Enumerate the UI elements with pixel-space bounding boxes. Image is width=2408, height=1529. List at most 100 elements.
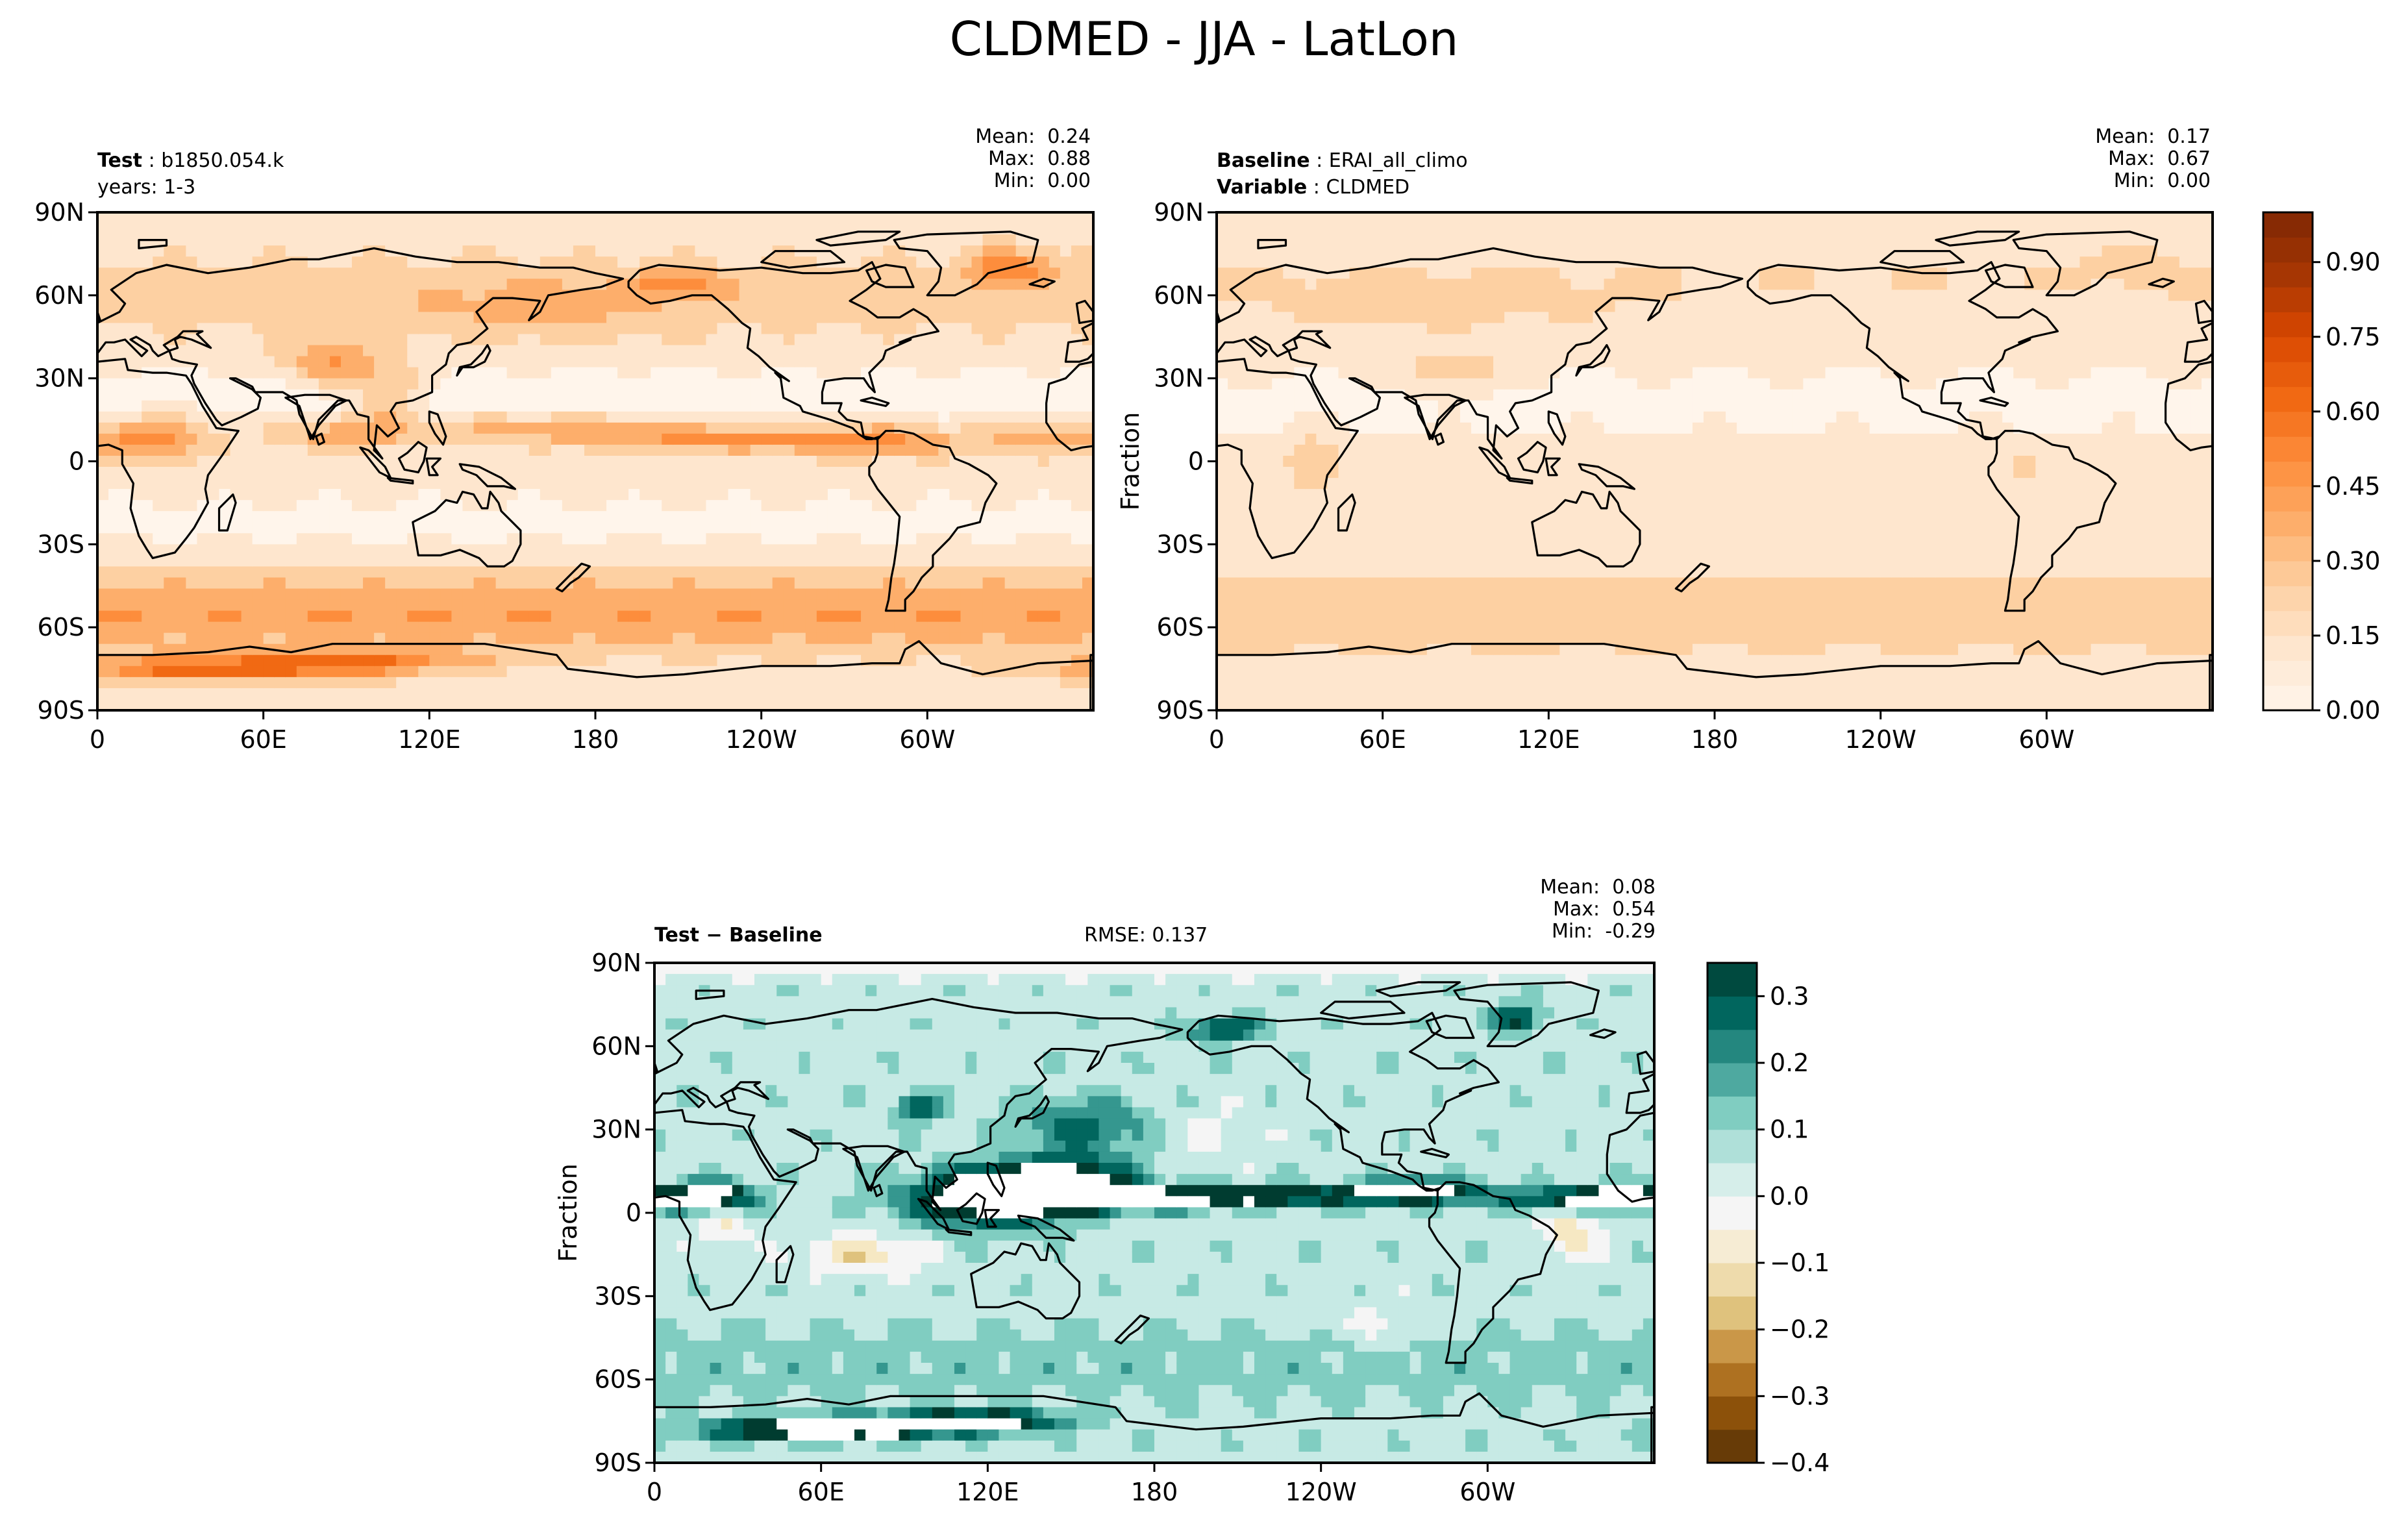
field-cell <box>783 422 795 434</box>
field-cell <box>982 699 995 710</box>
field-cell <box>473 234 486 246</box>
field-cell <box>551 688 563 700</box>
field-cell <box>750 577 762 590</box>
field-cell <box>429 588 441 601</box>
field-cell <box>1228 389 1239 401</box>
field-cell <box>838 267 850 279</box>
field-cell <box>263 699 275 710</box>
field-cell <box>695 334 707 346</box>
field-cell <box>1004 433 1017 445</box>
field-cell <box>385 699 397 710</box>
field-cell <box>838 433 850 445</box>
field-cell <box>1360 599 1372 612</box>
field-cell <box>385 301 397 312</box>
test-max-value: 0.88 <box>1047 147 1091 170</box>
field-cell <box>695 212 707 224</box>
field-cell <box>340 478 353 490</box>
baseline-variable: Variable : CLDMED <box>1217 177 1409 199</box>
y-tick-label: 30S <box>38 530 84 558</box>
field-cell <box>1327 632 1339 645</box>
field-cell <box>506 389 519 401</box>
field-cell <box>1071 677 1083 689</box>
field-cell <box>695 312 707 324</box>
field-cell <box>1228 367 1239 379</box>
field-cell <box>982 566 995 578</box>
field-cell <box>197 234 209 246</box>
field-cell <box>1261 489 1272 501</box>
field-cell <box>562 400 574 412</box>
field-cell <box>949 400 962 412</box>
field-cell <box>318 677 330 689</box>
field-cell <box>164 632 175 645</box>
field-cell <box>982 677 995 689</box>
field-cell <box>1239 489 1250 501</box>
field-cell <box>1294 566 1306 578</box>
field-cell <box>186 632 197 645</box>
field-cell <box>153 411 164 423</box>
field-cell <box>142 621 153 634</box>
field-cell <box>662 411 673 423</box>
field-cell <box>794 279 806 290</box>
field-cell <box>706 389 718 401</box>
field-cell <box>1261 279 1272 290</box>
field-cell <box>296 699 308 710</box>
field-cell <box>528 389 541 401</box>
field-cell <box>429 290 441 301</box>
field-cell <box>407 621 419 634</box>
field-cell <box>573 378 585 390</box>
field-cell <box>1338 312 1350 324</box>
field-cell <box>1272 500 1284 512</box>
field-cell <box>938 279 950 290</box>
field-cell <box>241 290 253 301</box>
field-cell <box>816 621 828 634</box>
field-cell <box>651 643 662 656</box>
field-cell <box>1026 334 1039 346</box>
field-cell <box>1026 511 1039 523</box>
field-cell <box>429 632 441 645</box>
field-cell <box>1316 378 1328 390</box>
field-cell <box>739 455 751 467</box>
field-cell <box>540 610 552 623</box>
field-cell <box>695 356 707 368</box>
field-cell <box>473 279 486 290</box>
field-cell <box>894 467 906 479</box>
field-cell <box>130 577 142 590</box>
field-cell <box>827 245 839 257</box>
field-cell <box>628 566 640 578</box>
field-cell <box>1037 643 1050 656</box>
field-cell <box>506 245 519 257</box>
field-cell <box>517 665 530 678</box>
field-cell <box>329 378 341 390</box>
field-cell <box>739 621 751 634</box>
field-cell <box>628 688 640 700</box>
field-cell <box>440 489 453 501</box>
field-cell <box>728 301 740 312</box>
field-cell <box>1294 665 1306 678</box>
field-cell <box>528 489 541 501</box>
field-cell <box>1327 654 1339 667</box>
field-cell <box>1037 267 1050 279</box>
field-cell <box>517 478 530 490</box>
field-cell <box>861 610 873 623</box>
field-cell <box>153 621 164 634</box>
field-cell <box>1316 422 1328 434</box>
field-cell <box>706 411 718 423</box>
field-cell <box>285 467 297 479</box>
field-cell <box>673 643 684 656</box>
test-min-label: Min: <box>993 169 1036 192</box>
field-cell <box>329 699 341 710</box>
field-cell <box>495 588 508 601</box>
field-cell <box>407 688 419 700</box>
field-cell <box>517 599 530 612</box>
field-cell <box>1239 256 1250 268</box>
field-cell <box>274 478 286 490</box>
field-cell <box>307 234 319 246</box>
field-cell <box>761 312 773 324</box>
field-cell <box>938 411 950 423</box>
field-cell <box>651 345 662 357</box>
field-cell <box>551 345 563 357</box>
field-cell <box>495 301 508 312</box>
field-cell <box>551 433 563 445</box>
field-cell <box>639 356 651 368</box>
field-cell <box>651 212 662 224</box>
